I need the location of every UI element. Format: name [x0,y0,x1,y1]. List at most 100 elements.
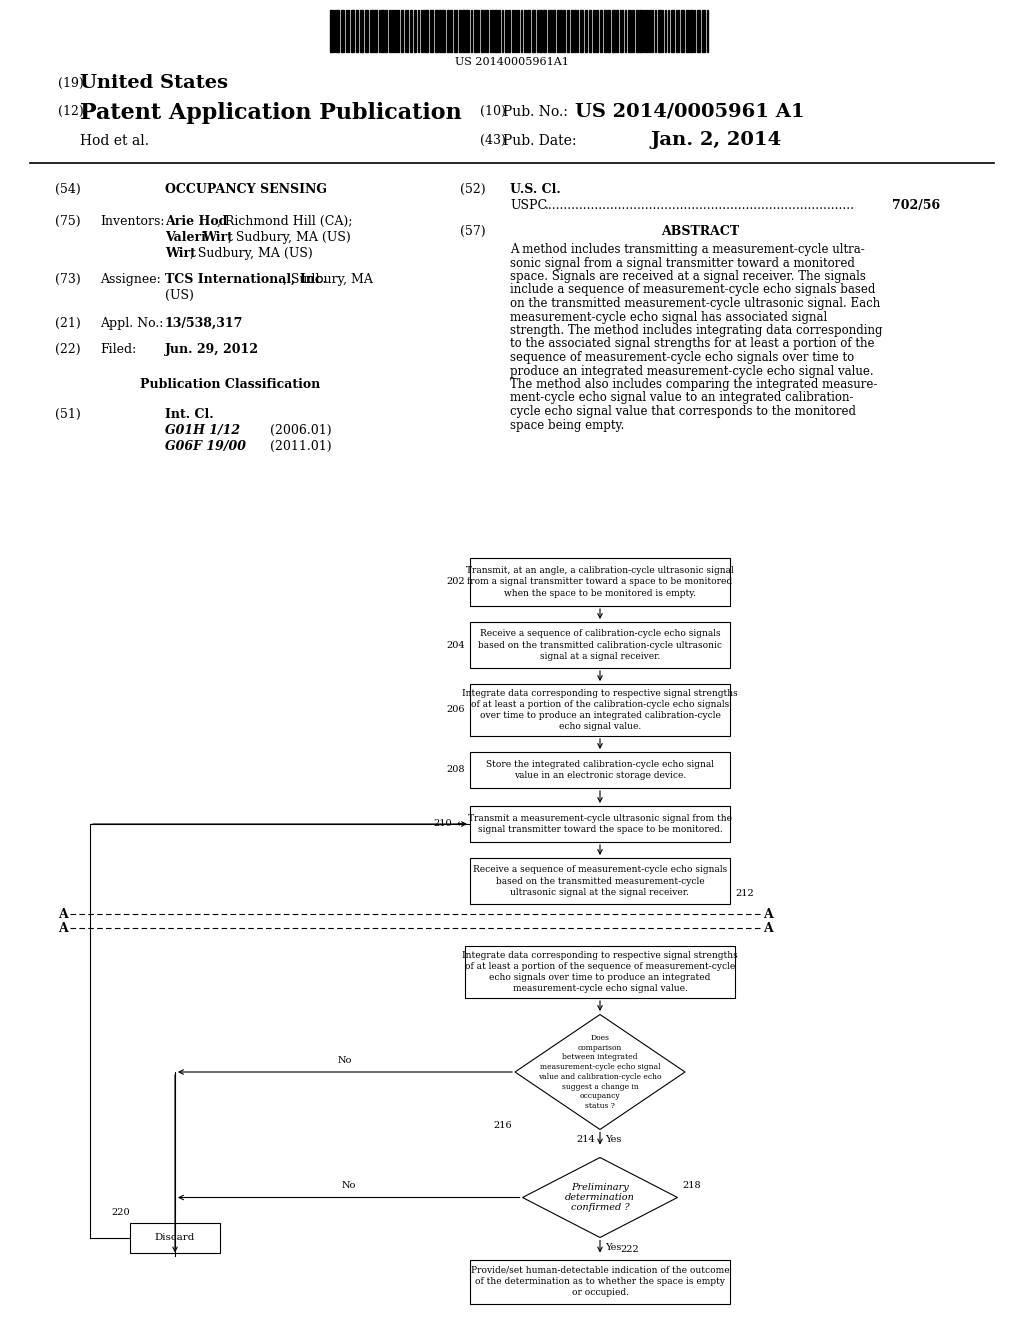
Bar [470,858,730,904]
Text: , Sudbury, MA (US): , Sudbury, MA (US) [190,247,312,260]
Text: space being empty.: space being empty. [510,418,625,432]
Text: 214: 214 [577,1135,595,1144]
Bar [628,11,630,51]
Text: US 2014/0005961 A1: US 2014/0005961 A1 [575,102,805,120]
Text: Integrate data corresponding to respective signal strengths
of at least a portio: Integrate data corresponding to respecti… [462,950,738,993]
Bar [612,11,615,51]
Bar [454,11,457,51]
Text: A: A [58,908,68,920]
Bar [690,11,693,51]
Text: (51): (51) [55,408,81,421]
Text: , Richmond Hill (CA);: , Richmond Hill (CA); [217,215,352,228]
Text: Provide/set human-detectable indication of the outcome
of the determination as t: Provide/set human-detectable indication … [471,1266,729,1298]
Text: Jun. 29, 2012: Jun. 29, 2012 [165,343,259,356]
Text: Does
comparison
between integrated
measurement-cycle echo signal
value and calib: Does comparison between integrated measu… [539,1034,662,1110]
Text: 216: 216 [494,1122,512,1130]
Bar [686,11,689,51]
Text: A: A [58,921,68,935]
Bar [439,11,441,51]
Text: Publication Classification: Publication Classification [140,378,321,391]
Bar [532,11,535,51]
Text: Yes: Yes [605,1135,622,1144]
Text: (US): (US) [165,289,194,302]
Text: ←: ← [457,818,465,829]
Text: (12): (12) [58,106,84,117]
Bar [604,11,606,51]
Bar [639,11,642,51]
Bar [356,11,358,51]
Bar [702,11,705,51]
Bar [697,11,700,51]
Text: Discard: Discard [155,1233,196,1242]
Text: A method includes transmitting a measurement-cycle ultra-: A method includes transmitting a measure… [510,243,864,256]
Bar [658,11,662,51]
Text: United States: United States [80,74,228,92]
Bar [430,11,433,51]
Text: 212: 212 [735,890,754,899]
Text: sonic signal from a signal transmitter toward a monitored: sonic signal from a signal transmitter t… [510,256,855,269]
Bar [474,11,477,51]
Bar [442,11,445,51]
Bar [470,752,730,788]
Text: Yes: Yes [605,1243,622,1251]
Text: (57): (57) [460,224,485,238]
Text: USPC: USPC [510,199,547,213]
Text: (75): (75) [55,215,81,228]
Bar [466,11,469,51]
Text: , Sudbury, MA (US): , Sudbury, MA (US) [228,231,351,244]
Text: No: No [338,1056,352,1065]
Text: sequence of measurement-cycle echo signals over time to: sequence of measurement-cycle echo signa… [510,351,854,364]
Text: The method also includes comparing the integrated measure-: The method also includes comparing the i… [510,378,878,391]
Bar [494,11,497,51]
Text: 218: 218 [683,1181,701,1191]
Text: OCCUPANCY SENSING: OCCUPANCY SENSING [165,183,327,195]
Text: (52): (52) [460,183,485,195]
Bar [508,11,510,51]
Bar [571,11,573,51]
Polygon shape [522,1158,678,1238]
Bar [567,11,569,51]
Text: ................................................................................: ........................................… [545,199,855,213]
Text: (43): (43) [480,135,506,147]
Bar [414,11,416,51]
Text: include a sequence of measurement-cycle echo signals based: include a sequence of measurement-cycle … [510,284,876,297]
Bar [574,11,575,51]
Text: Receive a sequence of measurement-cycle echo signals
based on the transmitted me: Receive a sequence of measurement-cycle … [473,866,727,896]
Text: US 20140005961A1: US 20140005961A1 [455,57,569,67]
Text: measurement-cycle echo signal has associated signal: measurement-cycle echo signal has associ… [510,310,827,323]
Bar [557,11,559,51]
Text: , Sudbury, MA: , Sudbury, MA [283,273,373,286]
Text: Valeri: Valeri [165,231,206,244]
Text: space. Signals are received at a signal receiver. The signals: space. Signals are received at a signal … [510,271,866,282]
Bar [498,11,500,51]
Bar [336,11,339,51]
Bar [351,11,354,51]
Text: Pub. No.:: Pub. No.: [503,106,568,119]
Bar [470,807,730,842]
Bar [450,11,452,51]
Text: Arie Hod: Arie Hod [165,215,227,228]
Bar [645,11,647,51]
Text: ment-cycle echo signal value to an integrated calibration-: ment-cycle echo signal value to an integ… [510,392,853,404]
Bar [470,1259,730,1304]
Bar [481,11,484,51]
Bar [560,11,562,51]
Bar [553,11,555,51]
Bar [607,11,610,51]
Text: on the transmitted measurement-cycle ultrasonic signal. Each: on the transmitted measurement-cycle ult… [510,297,881,310]
Bar [435,11,438,51]
Bar [459,11,461,51]
Bar [462,11,465,51]
Text: 202: 202 [446,578,465,586]
Text: (19): (19) [58,77,84,90]
Bar [563,11,565,51]
Text: strength. The method includes integrating data corresponding: strength. The method includes integratin… [510,323,883,337]
Bar [681,11,684,51]
Polygon shape [515,1015,685,1130]
Bar [447,11,449,51]
Bar [636,11,638,51]
Bar [330,11,333,51]
Text: 702/56: 702/56 [892,199,940,213]
Bar [616,11,618,51]
Text: U.S. Cl.: U.S. Cl. [510,183,561,195]
